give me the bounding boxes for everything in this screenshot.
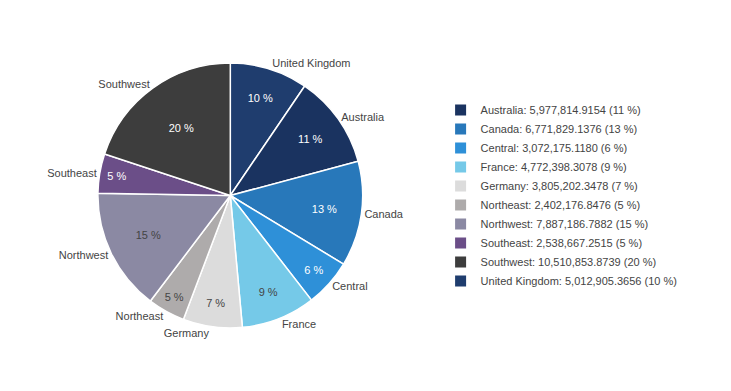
svg-text:6 %: 6 % [304,264,323,276]
svg-text:United Kingdom: United Kingdom [272,57,350,69]
svg-text:20 %: 20 % [169,122,194,134]
svg-text:Germany: 3,805,202.3478 (7 %): Germany: 3,805,202.3478 (7 %) [481,180,638,192]
svg-text:Southwest: Southwest [98,78,149,90]
svg-text:Canada: 6,771,829.1376 (13 %): Canada: 6,771,829.1376 (13 %) [481,123,638,135]
svg-text:15 %: 15 % [136,229,161,241]
svg-text:Australia: 5,977,814.9154 (11: Australia: 5,977,814.9154 (11 %) [481,104,641,116]
svg-text:Central: Central [332,280,367,292]
svg-text:13 %: 13 % [312,203,337,215]
svg-text:France: 4,772,398.3078 (9 %): France: 4,772,398.3078 (9 %) [481,161,627,173]
svg-text:Northwest: Northwest [59,249,109,261]
svg-text:Southeast: 2,538,667.2515 (5 %: Southeast: 2,538,667.2515 (5 %) [481,237,642,249]
svg-text:United Kingdom: 5,012,905.3656: United Kingdom: 5,012,905.3656 (10 %) [481,275,677,287]
svg-text:France: France [282,318,316,330]
svg-text:Germany: Germany [164,327,210,339]
svg-text:Northeast: Northeast [116,310,164,322]
svg-text:5 %: 5 % [165,291,184,303]
svg-text:Northeast: 2,402,176.8476 (5 %: Northeast: 2,402,176.8476 (5 %) [481,199,641,211]
svg-text:Canada: Canada [364,208,403,220]
svg-text:9 %: 9 % [259,286,278,298]
svg-text:5 %: 5 % [107,170,126,182]
svg-text:Central: 3,072,175.1180 (6 %): Central: 3,072,175.1180 (6 %) [481,142,628,154]
svg-text:11 %: 11 % [298,133,322,145]
svg-text:7 %: 7 % [206,297,225,309]
svg-text:Southeast: Southeast [47,167,97,179]
svg-text:Southwest: 10,510,853.8739 (20: Southwest: 10,510,853.8739 (20 %) [481,256,657,268]
svg-text:Australia: Australia [341,111,385,123]
svg-text:10 %: 10 % [248,92,273,104]
svg-text:Northwest: 7,887,186.7882 (15: Northwest: 7,887,186.7882 (15 %) [481,218,649,230]
